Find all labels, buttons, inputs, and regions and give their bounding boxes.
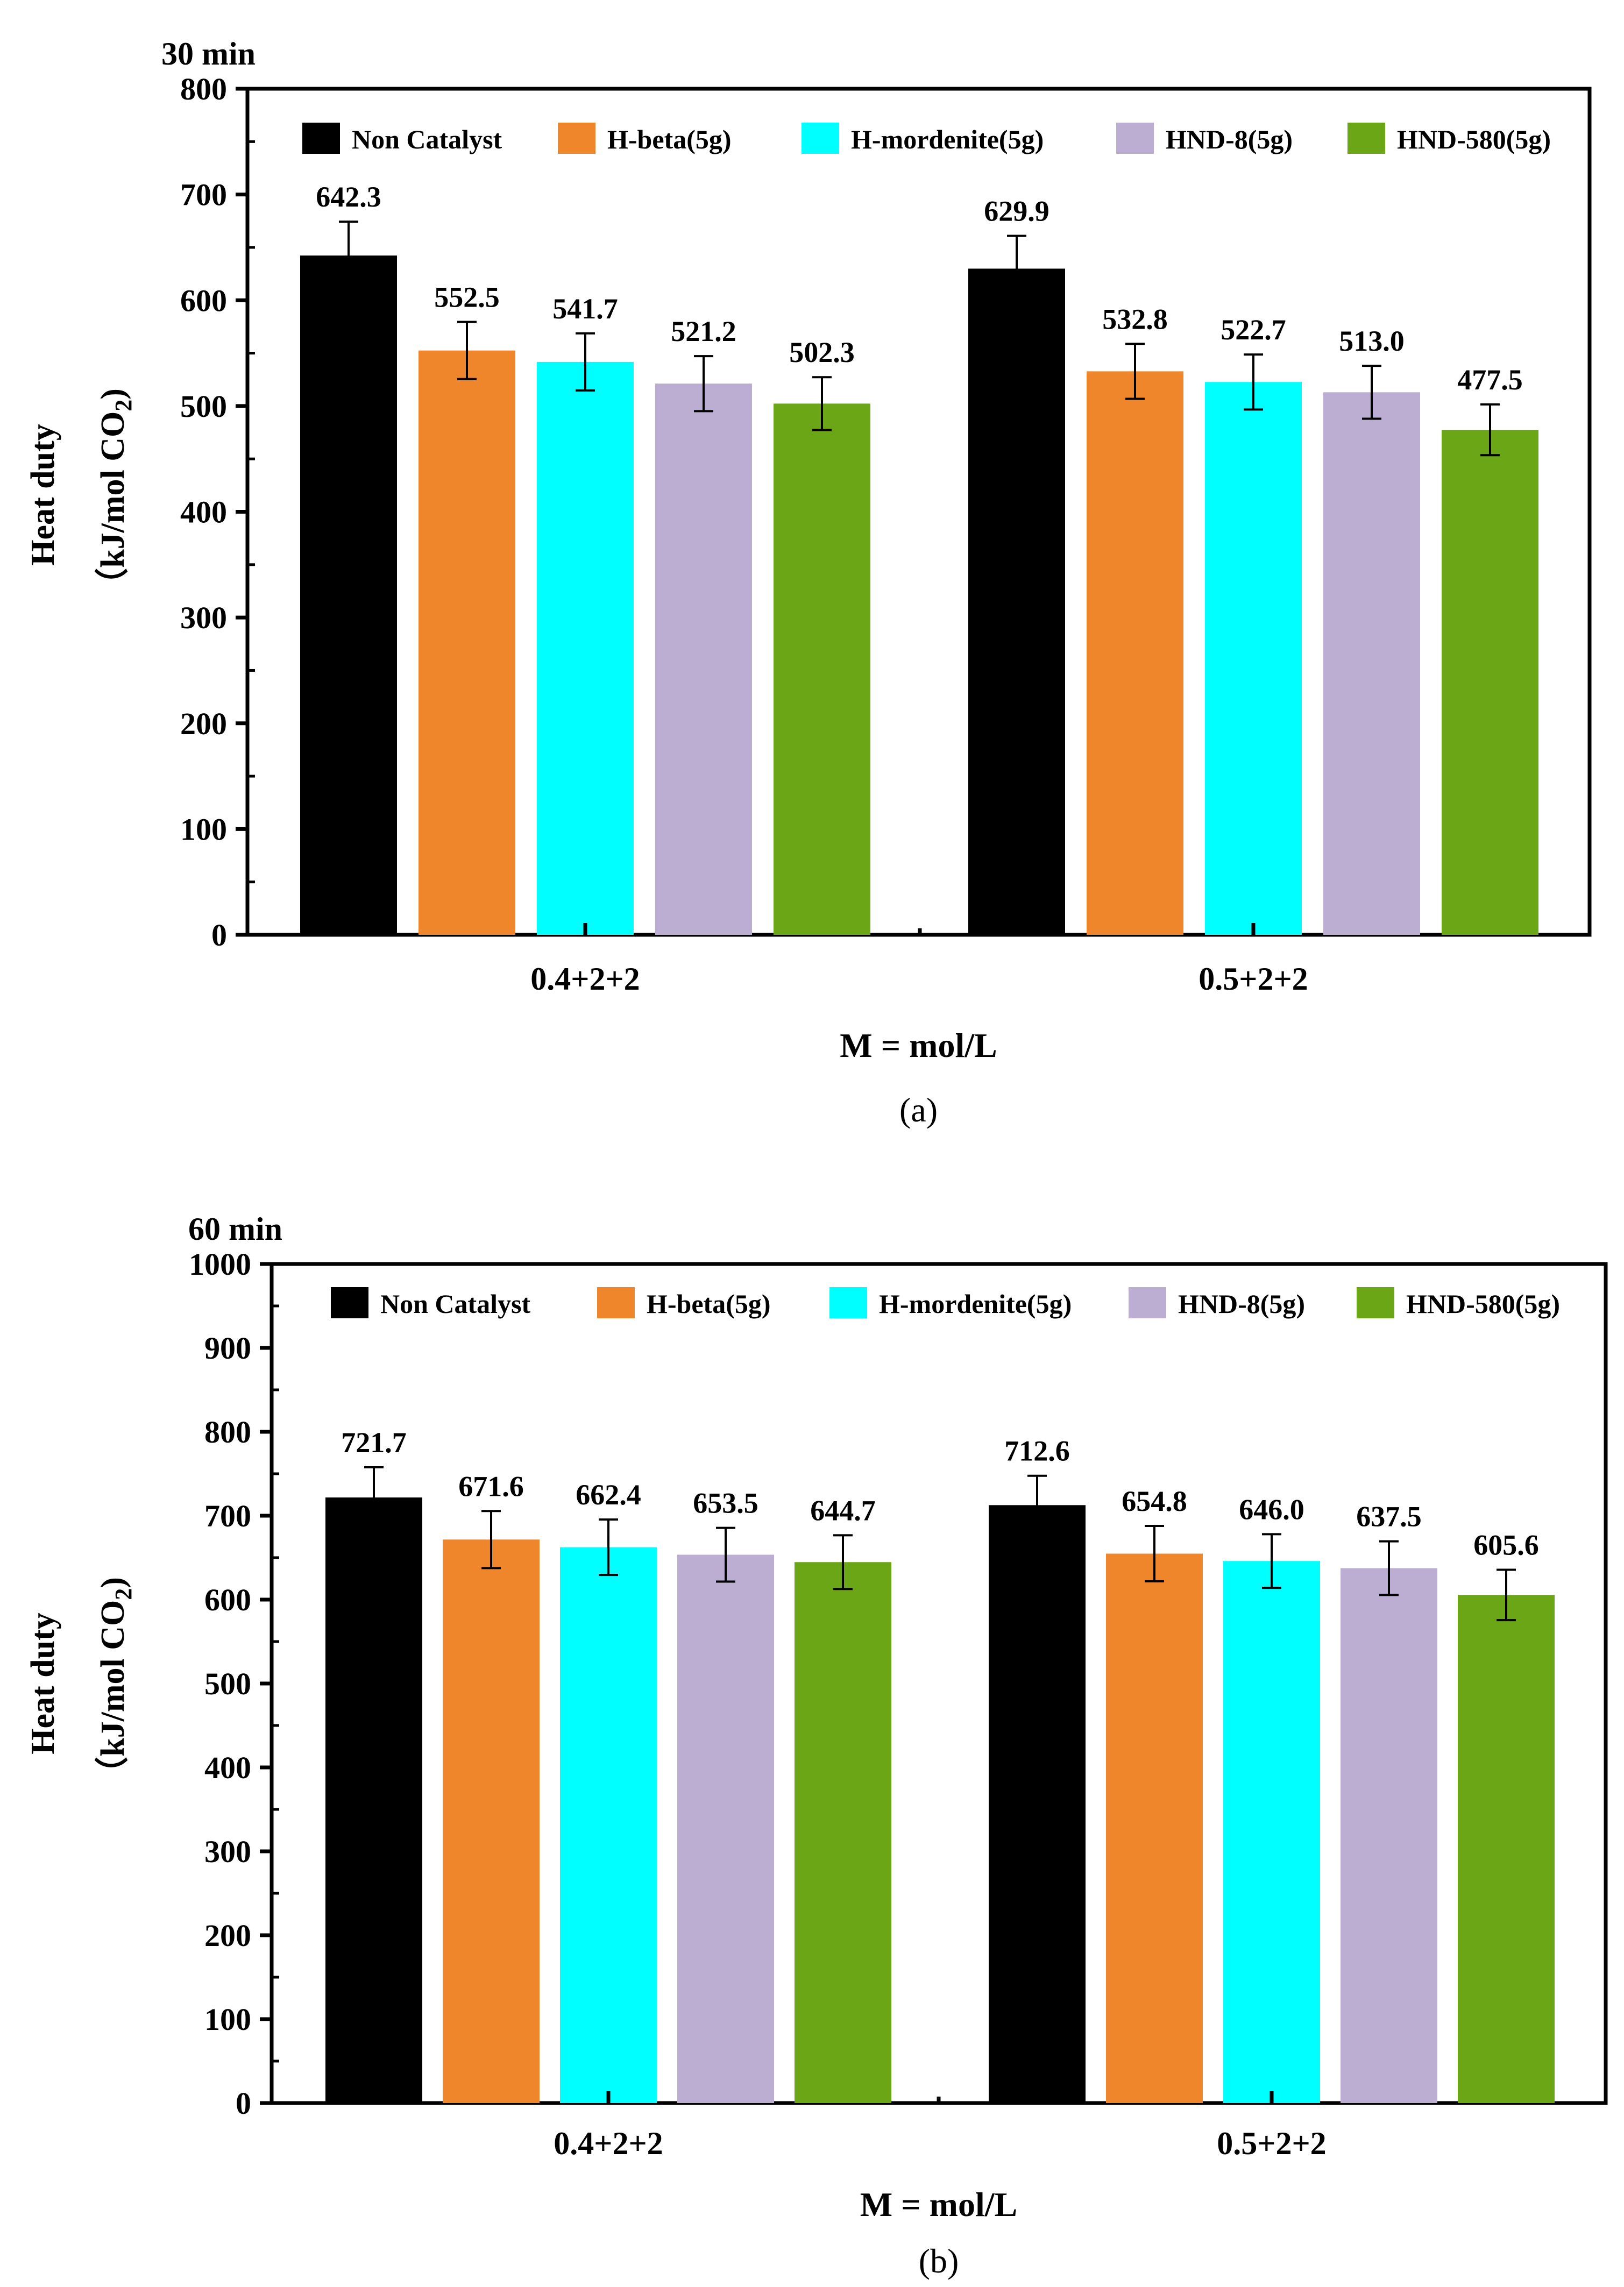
legend-label: HND-580(5g) xyxy=(1406,1289,1560,1319)
bar xyxy=(1341,1568,1437,2103)
data-label: 637.5 xyxy=(1356,1501,1422,1533)
y-axis-label-line2: （kJ/mol CO2) xyxy=(94,388,137,601)
y-tick-label: 800 xyxy=(204,1415,251,1450)
data-label: 477.5 xyxy=(1457,364,1523,396)
legend-swatch xyxy=(1357,1287,1394,1318)
y-tick-label: 0 xyxy=(236,2086,251,2121)
data-label: 522.7 xyxy=(1221,314,1286,346)
legend-swatch xyxy=(802,123,839,154)
y-tick-label: 600 xyxy=(204,1582,251,1617)
x-tick-label: 0.4+2+2 xyxy=(530,961,640,997)
y-tick-label: 200 xyxy=(180,706,227,741)
data-label: 521.2 xyxy=(671,315,736,347)
data-label: 653.5 xyxy=(693,1487,758,1519)
legend-label: HND-8(5g) xyxy=(1178,1289,1305,1319)
y-tick-label: 100 xyxy=(180,812,227,847)
data-label: 712.6 xyxy=(1004,1435,1070,1467)
y-tick-label: 600 xyxy=(180,283,227,318)
chart-title: 30 min xyxy=(161,36,256,72)
legend-swatch xyxy=(558,123,595,154)
chart-title: 60 min xyxy=(188,1211,282,1247)
bar xyxy=(537,361,634,935)
bar xyxy=(300,255,397,935)
legend-label: H-mordenite(5g) xyxy=(851,124,1044,154)
legend-label: Non Catalyst xyxy=(380,1289,531,1319)
data-label: 644.7 xyxy=(810,1494,876,1526)
data-label: 513.0 xyxy=(1339,325,1405,357)
bar xyxy=(655,383,752,935)
data-label: 502.3 xyxy=(789,336,855,368)
data-label: 532.8 xyxy=(1102,303,1168,335)
x-tick-label: 0.4+2+2 xyxy=(554,2126,663,2161)
legend-label: HND-580(5g) xyxy=(1397,124,1551,154)
y-tick-label: 900 xyxy=(204,1331,251,1366)
y-axis-label: Heat duty （kJ/mol CO2) xyxy=(25,1577,137,1790)
bar xyxy=(560,1547,657,2103)
legend-swatch xyxy=(1116,123,1154,154)
y-axis-label-line1: Heat duty xyxy=(25,424,61,566)
data-label: 629.9 xyxy=(984,195,1049,228)
y-tick-label: 200 xyxy=(204,1918,251,1953)
bar xyxy=(1323,392,1420,935)
y-tick-label: 300 xyxy=(204,1834,251,1869)
legend-label: H-beta(5g) xyxy=(607,124,732,154)
data-label: 671.6 xyxy=(458,1470,524,1502)
legend-swatch xyxy=(331,1287,368,1318)
y-tick-label: 300 xyxy=(180,600,227,635)
legend-swatch xyxy=(597,1287,635,1318)
y-tick-label: 700 xyxy=(204,1498,251,1533)
legend-swatch xyxy=(1348,123,1385,154)
data-label: 646.0 xyxy=(1239,1493,1304,1525)
y-tick-label: 100 xyxy=(204,2002,251,2037)
legend-label: Non Catalyst xyxy=(352,124,502,154)
x-tick-label: 0.5+2+2 xyxy=(1199,961,1308,997)
bar xyxy=(795,1562,891,2103)
panel-label: (a) xyxy=(899,1091,938,1129)
bar xyxy=(774,403,870,935)
bar xyxy=(1087,371,1183,935)
y-tick-label: 800 xyxy=(180,72,227,106)
bar xyxy=(1205,382,1302,935)
y-tick-label: 400 xyxy=(204,1750,251,1785)
bar xyxy=(443,1539,540,2103)
chart-panel-a: 30 min Heat duty （kJ/mol CO2) 0 100 200 300 400… xyxy=(25,36,1592,1129)
y-tick-label: 0 xyxy=(211,918,227,953)
y-tick-label: 700 xyxy=(180,177,227,212)
bar xyxy=(325,1497,422,2103)
y-tick-label: 500 xyxy=(180,389,227,424)
y-axis-label-line2: （kJ/mol CO2) xyxy=(94,1577,137,1790)
bar xyxy=(989,1505,1086,2103)
legend-swatch xyxy=(829,1287,867,1318)
data-label: 721.7 xyxy=(341,1426,407,1459)
bar xyxy=(968,268,1065,935)
y-tick-label: 1000 xyxy=(189,1247,251,1282)
bar xyxy=(1106,1553,1203,2103)
data-label: 654.8 xyxy=(1122,1485,1187,1517)
data-label: 541.7 xyxy=(552,293,618,325)
data-label: 605.6 xyxy=(1473,1529,1539,1561)
data-label: 662.4 xyxy=(576,1479,641,1511)
x-axis-label: M = mol/L xyxy=(860,2185,1017,2224)
legend-label: H-mordenite(5g) xyxy=(879,1289,1072,1319)
legend-swatch xyxy=(302,123,340,154)
panel-label: (b) xyxy=(919,2242,959,2280)
y-tick-label: 500 xyxy=(204,1666,251,1701)
legend-swatch xyxy=(1129,1287,1166,1318)
bar xyxy=(1442,430,1538,935)
bar xyxy=(677,1554,774,2103)
chart-panel-b: 60 min Heat duty （kJ/mol CO2) 0 100 200 300 400… xyxy=(25,1211,1608,2280)
legend-label: H-beta(5g) xyxy=(647,1289,771,1319)
x-axis-label: M = mol/L xyxy=(840,1026,997,1064)
x-tick-label: 0.5+2+2 xyxy=(1217,2126,1326,2161)
legend-label: HND-8(5g) xyxy=(1166,124,1293,154)
bar xyxy=(1458,1595,1555,2103)
data-label: 552.5 xyxy=(434,281,500,314)
y-axis-label: Heat duty （kJ/mol CO2) xyxy=(25,388,137,601)
bar xyxy=(1223,1561,1320,2103)
y-axis-label-line1: Heat duty xyxy=(25,1613,61,1755)
y-tick-label: 400 xyxy=(180,495,227,530)
data-label: 642.3 xyxy=(316,181,381,213)
bar xyxy=(419,350,515,935)
